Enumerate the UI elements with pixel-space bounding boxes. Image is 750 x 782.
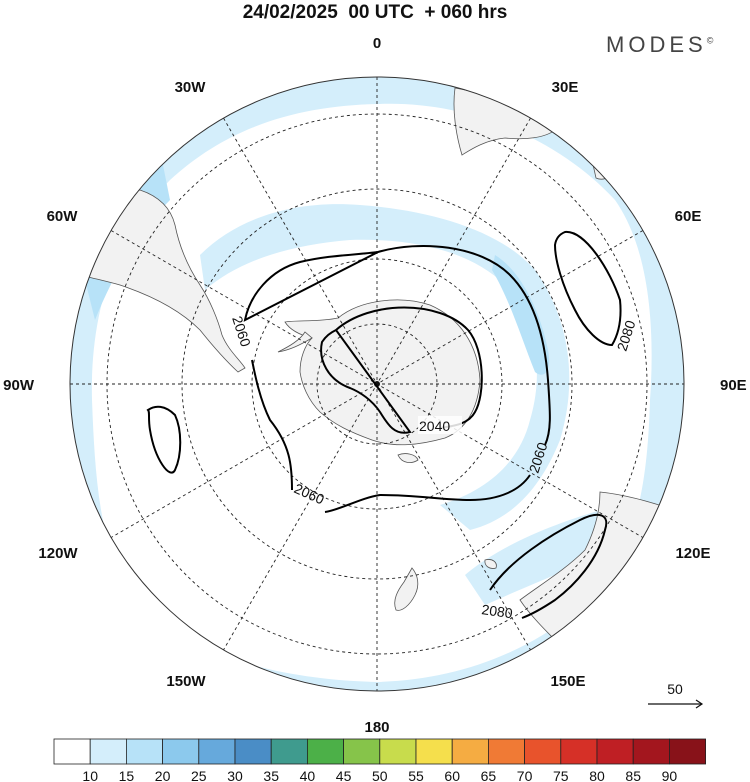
lon-label-60w: 60W	[47, 208, 79, 225]
lon-label-90w: 90W	[3, 377, 35, 394]
wind-shading-inner-band	[200, 204, 570, 531]
colorbar-cell	[415, 738, 453, 765]
lon-label-30w: 30W	[175, 79, 207, 96]
colorbar-cell	[524, 738, 562, 765]
colorbar-cell	[270, 738, 308, 765]
lon-label-90e: 90E	[720, 377, 747, 394]
colorbar-cell	[89, 738, 127, 765]
land-new-zealand	[394, 567, 419, 611]
map-border	[69, 76, 685, 692]
colorbar-tick-label: 75	[553, 768, 569, 782]
colorbar-tick-label: 85	[625, 768, 641, 782]
colorbar-tick-label: 20	[155, 768, 171, 782]
colorbar-cell	[306, 738, 344, 765]
contour-2060-closed	[146, 405, 182, 474]
logo-text: MODES	[606, 32, 707, 57]
land-madagascar	[591, 155, 616, 180]
contour-2080-east	[553, 230, 622, 347]
colorbar-cell	[53, 738, 91, 765]
wind-legend-arrow	[648, 699, 704, 709]
colorbar-tick-label: 90	[662, 768, 678, 782]
contour-label-2040: 2040	[419, 418, 450, 434]
lon-label-150e: 150E	[550, 673, 585, 690]
land-tasmania	[484, 559, 497, 569]
colorbar-cell	[487, 738, 525, 765]
colorbar: 10 15 20 25 30 35 40 45 50 55 60 65 70 75 80 85 90	[53, 738, 707, 782]
colorbar-cell	[126, 738, 164, 765]
colorbar-tick-label: 35	[263, 768, 279, 782]
colorbar-tick-label: 40	[300, 768, 316, 782]
lon-label-150w: 150W	[166, 673, 206, 690]
lon-label-120e: 120E	[675, 545, 710, 562]
contour-label-2080-south: 2080	[481, 601, 514, 621]
lon-label-120w: 120W	[38, 545, 78, 562]
land-south-america	[70, 189, 246, 373]
lon-label-30e: 30E	[552, 79, 579, 96]
lon-label-60e: 60E	[675, 208, 702, 225]
colorbar-tick-label: 60	[444, 768, 460, 782]
colorbar-tick-label: 65	[481, 768, 497, 782]
colorbar-tick-label: 55	[408, 768, 424, 782]
colorbar-tick-label: 15	[119, 768, 135, 782]
modes-logo: MODES©	[606, 32, 713, 58]
logo-mark: ©	[706, 35, 714, 46]
colorbar-cell	[632, 738, 670, 765]
colorbar-cell	[343, 738, 381, 765]
wind-legend-label: 50	[667, 681, 683, 697]
colorbar-cell	[234, 738, 272, 765]
colorbar-tick-label: 10	[82, 768, 98, 782]
land-antarctic-peninsula	[277, 331, 313, 353]
map-title: 24/02/2025 00 UTC + 060 hrs	[242, 2, 508, 23]
colorbar-cell	[379, 738, 417, 765]
contour-2060-main	[243, 244, 551, 513]
colorbar-tick-label: 45	[336, 768, 352, 782]
contour-2080-south	[489, 513, 608, 619]
colorbar-tick-label: 30	[227, 768, 243, 782]
contour-lines	[146, 230, 622, 619]
land-ross-ice	[397, 453, 419, 463]
colorbar-cell	[560, 738, 598, 765]
lon-label-0: 0	[373, 35, 381, 52]
lon-label-180: 180	[364, 719, 389, 736]
colorbar-cell	[669, 738, 707, 765]
wind-shading-jet-core	[492, 255, 550, 375]
colorbar-cell	[451, 738, 489, 765]
colorbar-tick-label: 50	[372, 768, 388, 782]
colorbar-tick-label: 25	[191, 768, 207, 782]
colorbar-tick-label: 70	[517, 768, 533, 782]
contour-2040	[320, 306, 483, 434]
colorbar-cell	[198, 738, 236, 765]
colorbar-cell	[596, 738, 634, 765]
colorbar-tick-label: 80	[589, 768, 605, 782]
colorbar-cell	[162, 738, 200, 765]
